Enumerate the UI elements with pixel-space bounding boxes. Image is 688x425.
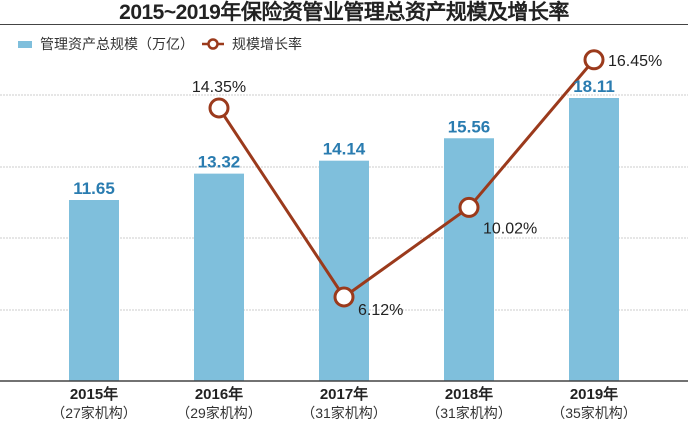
x-axis-category-label: 2017年 （31家机构） <box>289 385 399 422</box>
bar-legend-swatch-icon <box>18 40 32 48</box>
bar <box>69 200 119 381</box>
institution-count-label: （35家机构） <box>551 405 637 421</box>
line-legend-marker-icon <box>202 38 224 50</box>
growth-line-series <box>208 49 605 308</box>
year-label: 2015年 <box>69 386 119 403</box>
growth-point-marker <box>583 49 605 71</box>
x-axis-labels: 2015年 （27家机构） 2016年 （29家机构） 2017年 （31家机构） 2018… <box>0 385 688 425</box>
year-label: 2019年 <box>569 386 619 403</box>
growth-point-marker <box>333 286 355 308</box>
growth-line <box>217 58 596 300</box>
growth-point-marker <box>458 196 480 218</box>
x-axis-category-label: 2019年 （35家机构） <box>539 385 649 422</box>
bar-legend-label: 管理资产总规模（万亿） <box>40 36 194 52</box>
data-labels: 11.65 13.32 14.14 15.56 18.11 14.35% 6.12% 10.0… <box>73 53 662 319</box>
x-axis-category-label: 2016年 （29家机构） <box>164 385 274 422</box>
growth-point-marker <box>208 97 230 119</box>
x-axis-category-label: 2018年 （31家机构） <box>414 385 524 422</box>
institution-count-label: （31家机构） <box>301 405 387 421</box>
x-axis-category-label: 2015年 （27家机构） <box>39 385 149 422</box>
growth-value-label: 6.12% <box>358 302 403 319</box>
institution-count-label: （31家机构） <box>426 405 512 421</box>
growth-value-label: 14.35% <box>192 79 246 96</box>
bar-value-label: 14.14 <box>323 140 366 159</box>
year-label: 2018年 <box>444 386 494 403</box>
year-label: 2017年 <box>319 386 369 403</box>
bar <box>194 173 244 381</box>
bar <box>444 138 494 381</box>
institution-count-label: （27家机构） <box>51 405 137 421</box>
year-label: 2016年 <box>194 386 244 403</box>
growth-value-label: 16.45% <box>608 53 662 70</box>
institution-count-label: （29家机构） <box>176 405 262 421</box>
bar-value-label: 13.32 <box>198 153 241 172</box>
line-legend-label: 规模增长率 <box>232 36 302 52</box>
bar-series <box>69 98 619 381</box>
bar-value-label: 11.65 <box>73 179 115 198</box>
growth-value-label: 10.02% <box>483 220 537 237</box>
bar-value-label: 15.56 <box>448 117 491 136</box>
title-divider <box>0 24 688 25</box>
bar <box>569 98 619 381</box>
bar-value-label: 18.11 <box>573 77 615 96</box>
chart-title: 2015~2019年保险资管业管理总资产规模及增长率 <box>119 1 569 24</box>
legend: 管理资产总规模（万亿） 规模增长率 <box>18 34 302 54</box>
